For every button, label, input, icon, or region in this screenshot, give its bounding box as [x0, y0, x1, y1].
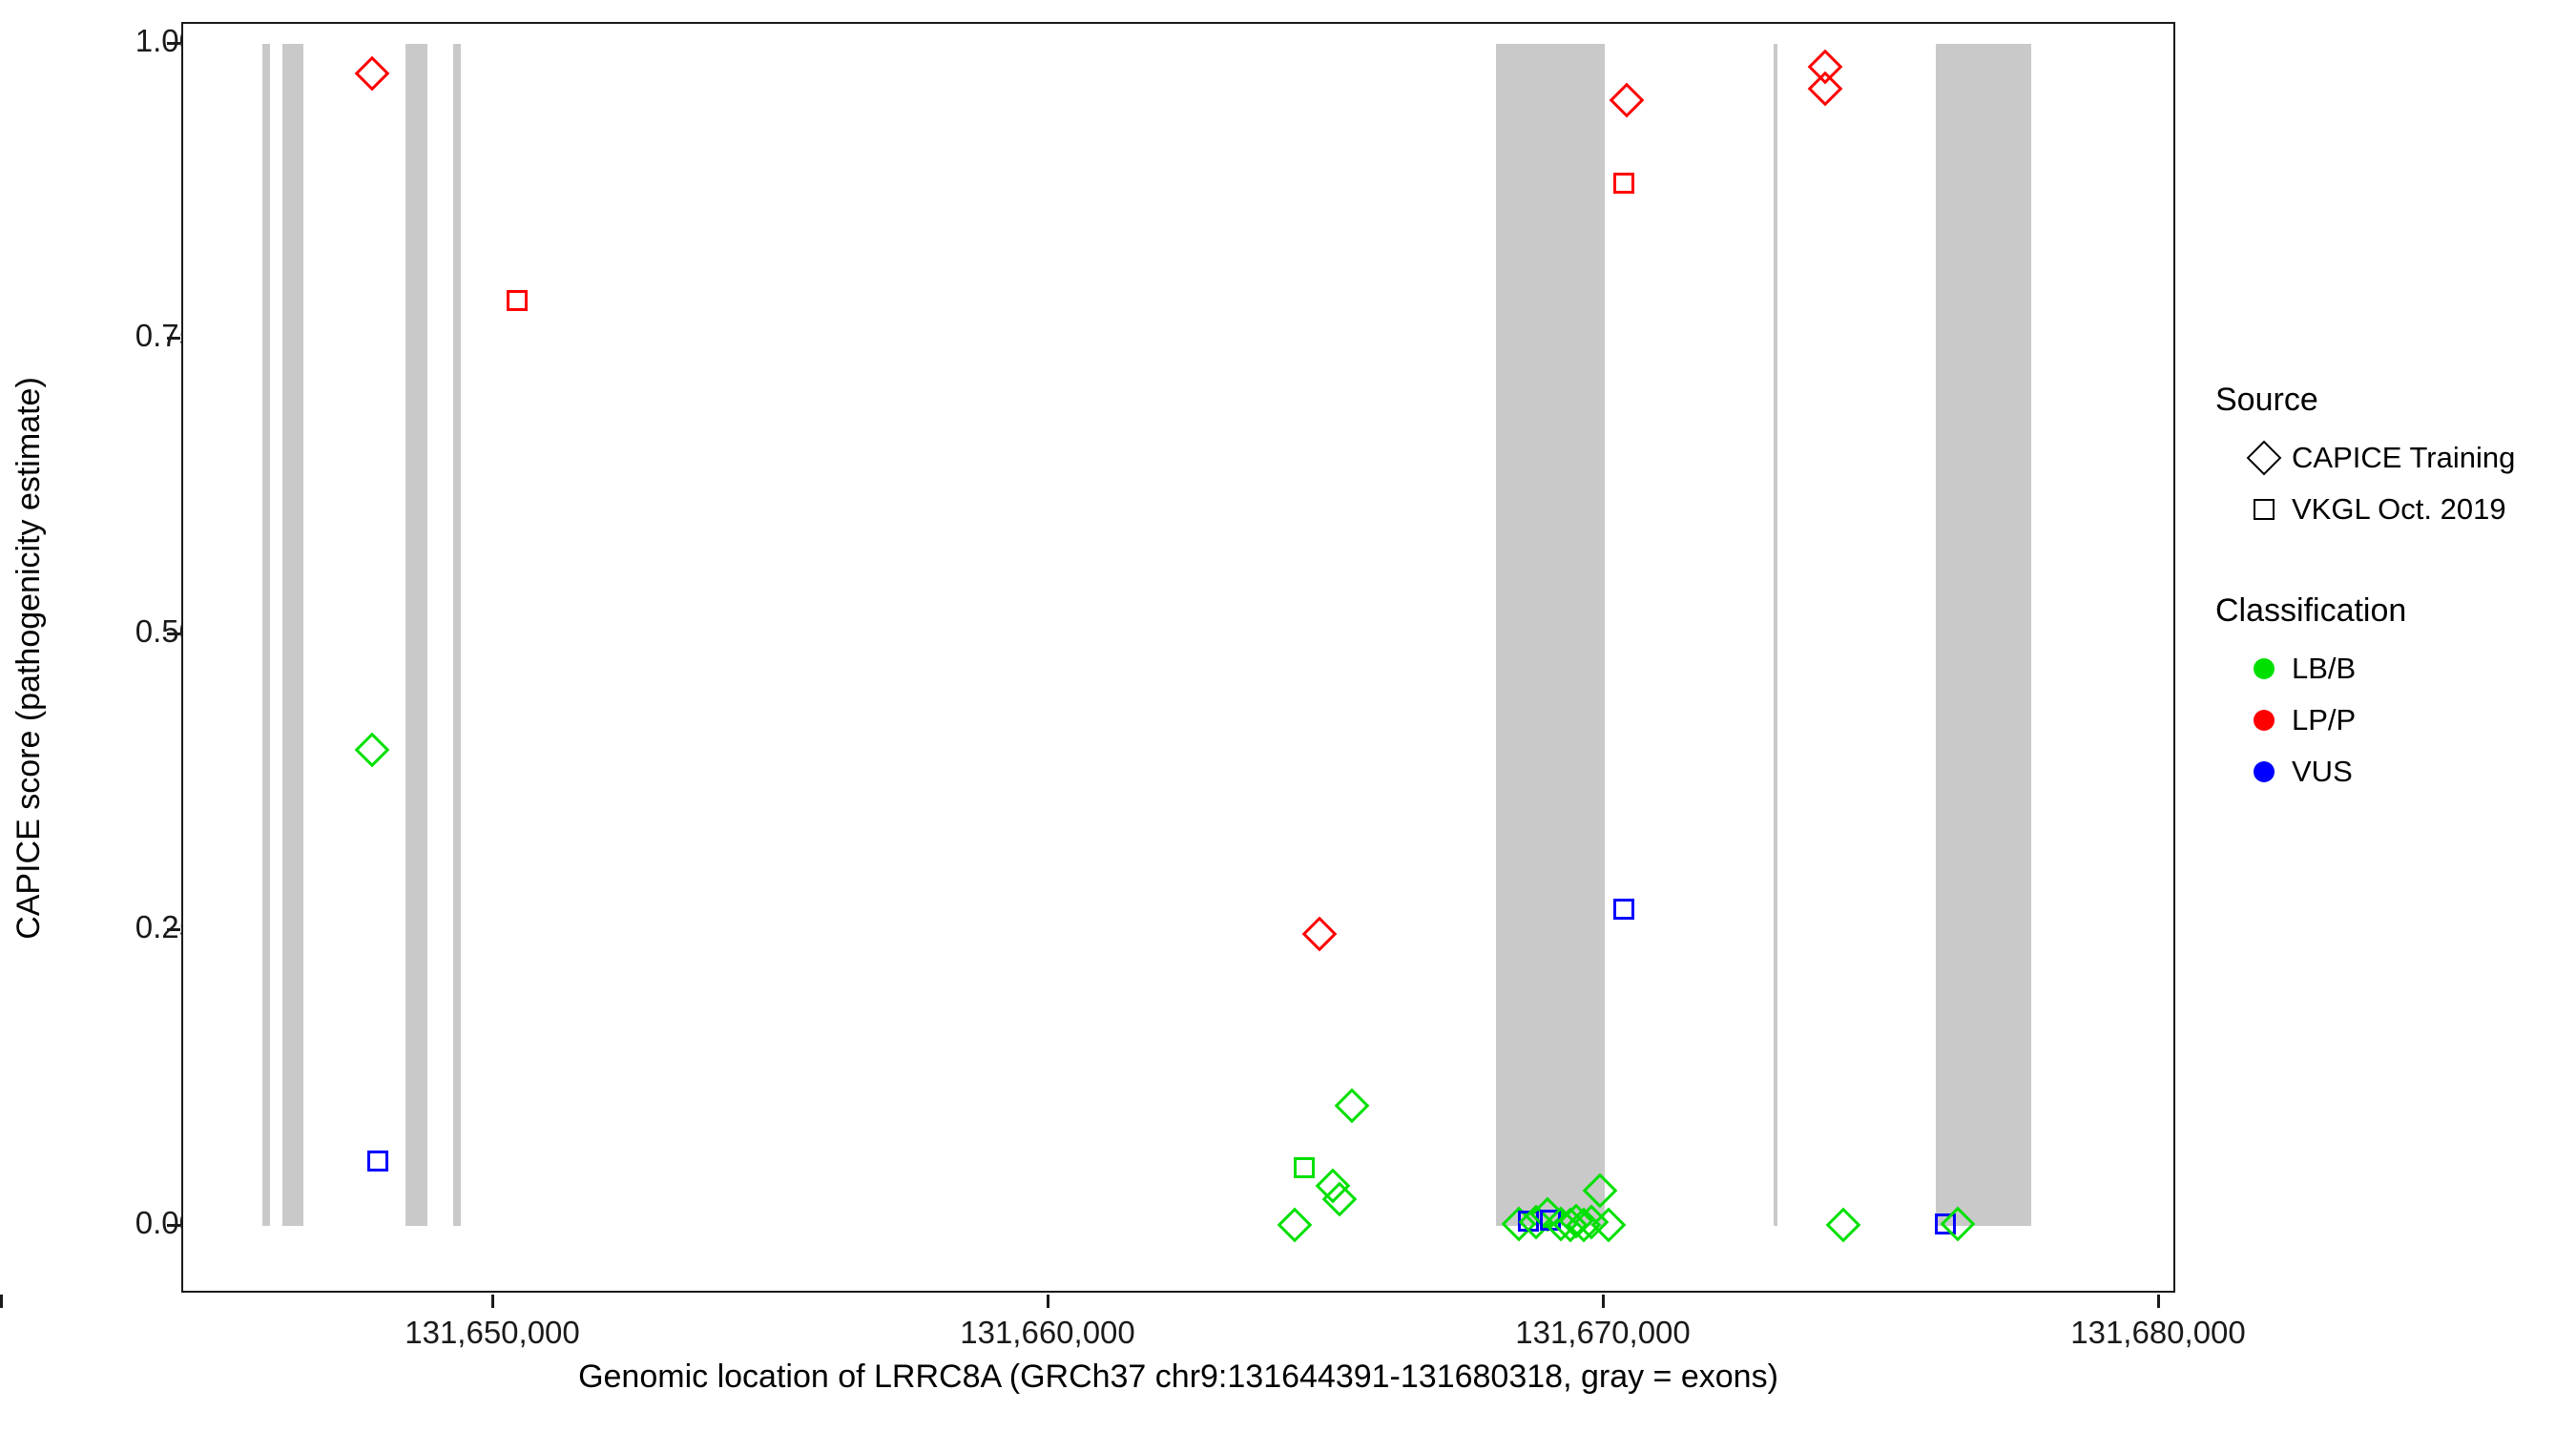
data-point	[1334, 1088, 1370, 1123]
data-point	[1301, 916, 1338, 952]
exon-band	[1774, 44, 1777, 1226]
legend-item-capice-training[interactable]: CAPICE Training	[2215, 432, 2568, 484]
legend-item-vkgl-oct-2019[interactable]: VKGL Oct. 2019	[2215, 484, 2568, 535]
exon-band	[1936, 44, 2031, 1226]
legend-label: LB/B	[2292, 652, 2357, 685]
dot-key-icon	[2236, 761, 2292, 782]
legend-item-lb-b[interactable]: LB/B	[2215, 643, 2568, 695]
y-tick-mark	[167, 928, 180, 931]
data-point	[1518, 1211, 1539, 1233]
x-tick-label: 131,650,000	[405, 1315, 580, 1350]
y-tick-mark	[167, 42, 180, 45]
plot-panel	[181, 22, 2175, 1293]
x-tick-label: 131,670,000	[1515, 1315, 1691, 1350]
legend-label: VUS	[2292, 755, 2353, 788]
data-point	[1294, 1157, 1315, 1179]
square-key-icon	[2236, 499, 2292, 520]
diamond-key-icon	[2236, 440, 2292, 476]
data-point	[1277, 1207, 1313, 1243]
legend-title-source: Source	[2215, 382, 2318, 418]
data-point	[507, 289, 528, 311]
x-tick-mark	[2157, 1295, 2160, 1308]
exon-band	[405, 44, 427, 1226]
x-tick-label: 131,680,000	[2070, 1315, 2246, 1350]
exon-band	[262, 44, 270, 1226]
legend-group-source: Source CAPICE Training VKGL Oct. 2019	[2215, 382, 2568, 535]
x-tick-mark	[1047, 1295, 1049, 1308]
legend-label: LP/P	[2292, 703, 2357, 736]
legend-label: VKGL Oct. 2019	[2292, 492, 2506, 526]
y-tick-mark	[167, 1224, 180, 1227]
data-point	[367, 1150, 388, 1172]
legend-group-classification: Classification LB/B LP/P VUS	[2215, 592, 2568, 798]
data-point	[354, 732, 390, 768]
exon-band	[282, 44, 303, 1226]
legend-label: CAPICE Training	[2292, 441, 2516, 474]
x-tick-mark	[1602, 1295, 1605, 1308]
y-axis-title: CAPICE score (pathogenicity estimate)	[10, 377, 47, 940]
legend-item-lp-p[interactable]: LP/P	[2215, 695, 2568, 746]
x-tick-mark	[491, 1295, 494, 1308]
data-point	[354, 55, 390, 92]
data-point	[1613, 173, 1634, 195]
legend-item-vus[interactable]: VUS	[2215, 746, 2568, 798]
y-tick-mark	[167, 337, 180, 340]
data-point	[1540, 1209, 1561, 1231]
y-tick-label: 0.50	[135, 613, 197, 649]
dot-key-icon	[2236, 710, 2292, 731]
exon-band	[1496, 44, 1605, 1226]
data-point	[1807, 71, 1843, 107]
data-point	[1825, 1207, 1861, 1243]
data-point	[1613, 898, 1634, 920]
y-tick-label: 1.00	[135, 23, 197, 58]
y-tick-label: 0.25	[135, 909, 197, 944]
y-tick-label: 0.00	[135, 1205, 197, 1240]
exon-band	[453, 44, 461, 1226]
data-point	[1935, 1213, 1956, 1234]
y-tick-mark	[167, 633, 180, 635]
x-axis-title: Genomic location of LRRC8A (GRCh37 chr9:…	[578, 1358, 1778, 1395]
legend: Source CAPICE Training VKGL Oct. 2019 Cl…	[2215, 382, 2568, 855]
data-point	[1609, 83, 1645, 118]
dot-key-icon	[2236, 658, 2292, 679]
x-tick-label: 131,660,000	[960, 1315, 1135, 1350]
y-tick-label: 0.75	[135, 318, 197, 353]
legend-title-classification: Classification	[2215, 592, 2407, 629]
